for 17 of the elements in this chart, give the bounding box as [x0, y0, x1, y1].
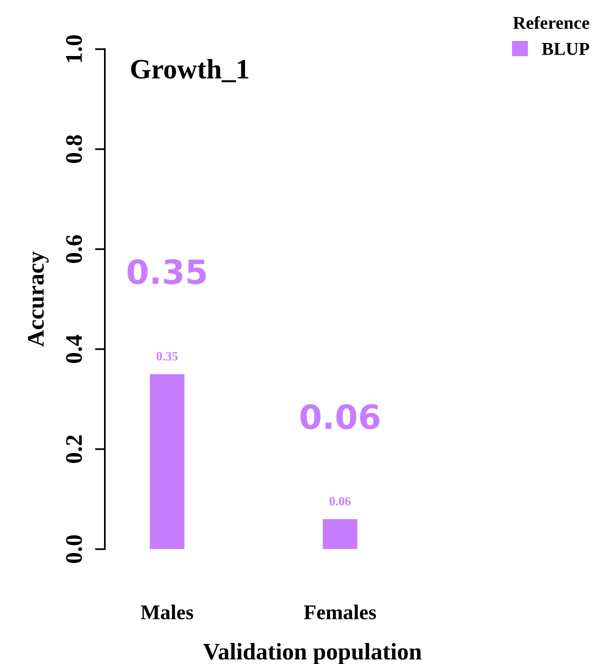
annotation: 0.35	[128, 259, 206, 284]
legend-label: BLUP	[542, 43, 590, 55]
y-tick-label: 0.2	[66, 435, 82, 463]
y-tick-label: 0.4	[66, 334, 82, 363]
y-axis-title: Accuracy	[28, 252, 49, 347]
x-tick-label: Females	[304, 604, 376, 620]
chart-title: Growth_1	[131, 59, 248, 82]
annotation: 0.06	[300, 404, 380, 430]
legend-title: Reference	[513, 16, 590, 29]
y-tick-label: 0.6	[66, 235, 82, 263]
y-tick-label: 0.0	[66, 535, 82, 563]
data-label: 0.35	[156, 352, 178, 361]
y-tick-label: 0.8	[66, 135, 82, 163]
y-tick-label: 1.0	[66, 35, 82, 62]
x-tick-label: Males	[140, 604, 194, 620]
x-axis-title: Validation population	[203, 643, 422, 664]
data-label: 0.06	[330, 497, 351, 506]
